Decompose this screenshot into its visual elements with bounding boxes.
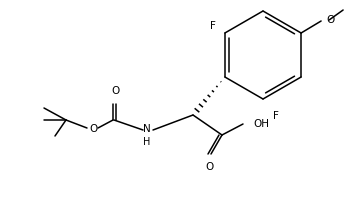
Text: F: F [273,111,279,121]
Text: N: N [143,124,151,134]
Text: O: O [89,124,97,134]
Text: H: H [143,137,151,147]
Text: OH: OH [253,119,269,129]
Text: O: O [111,86,119,96]
Text: O: O [205,162,213,172]
Text: O: O [326,15,335,25]
Text: F: F [210,21,216,31]
